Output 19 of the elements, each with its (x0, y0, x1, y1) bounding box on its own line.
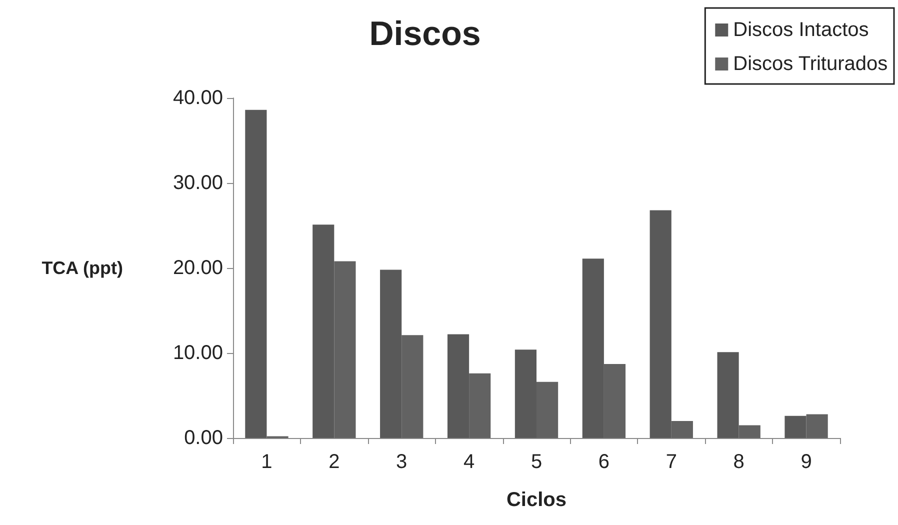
x-tick-label: 8 (733, 451, 744, 473)
legend-label: Discos Intactos (733, 19, 869, 41)
x-tick-label: 3 (396, 451, 408, 473)
legend-label: Discos Triturados (733, 53, 888, 75)
x-tick-label: 9 (800, 451, 812, 473)
x-tick-label: 6 (598, 451, 610, 473)
y-tick-label: 0.00 (184, 427, 223, 449)
x-tick-label: 2 (328, 451, 340, 473)
chart-title: Discos (369, 15, 481, 53)
x-tick-label: 1 (261, 451, 272, 473)
y-axis-title: TCA (ppt) (42, 258, 123, 278)
y-tick-label: 40.00 (172, 87, 223, 109)
x-tick-label: 5 (530, 451, 542, 473)
y-tick-label: 20.00 (172, 257, 223, 279)
x-axis-title: Ciclos (506, 489, 567, 511)
y-tick-label: 30.00 (172, 172, 223, 194)
x-tick-label: 7 (666, 451, 677, 473)
x-tick-label: 4 (463, 451, 475, 473)
y-tick-label: 10.00 (172, 342, 223, 364)
